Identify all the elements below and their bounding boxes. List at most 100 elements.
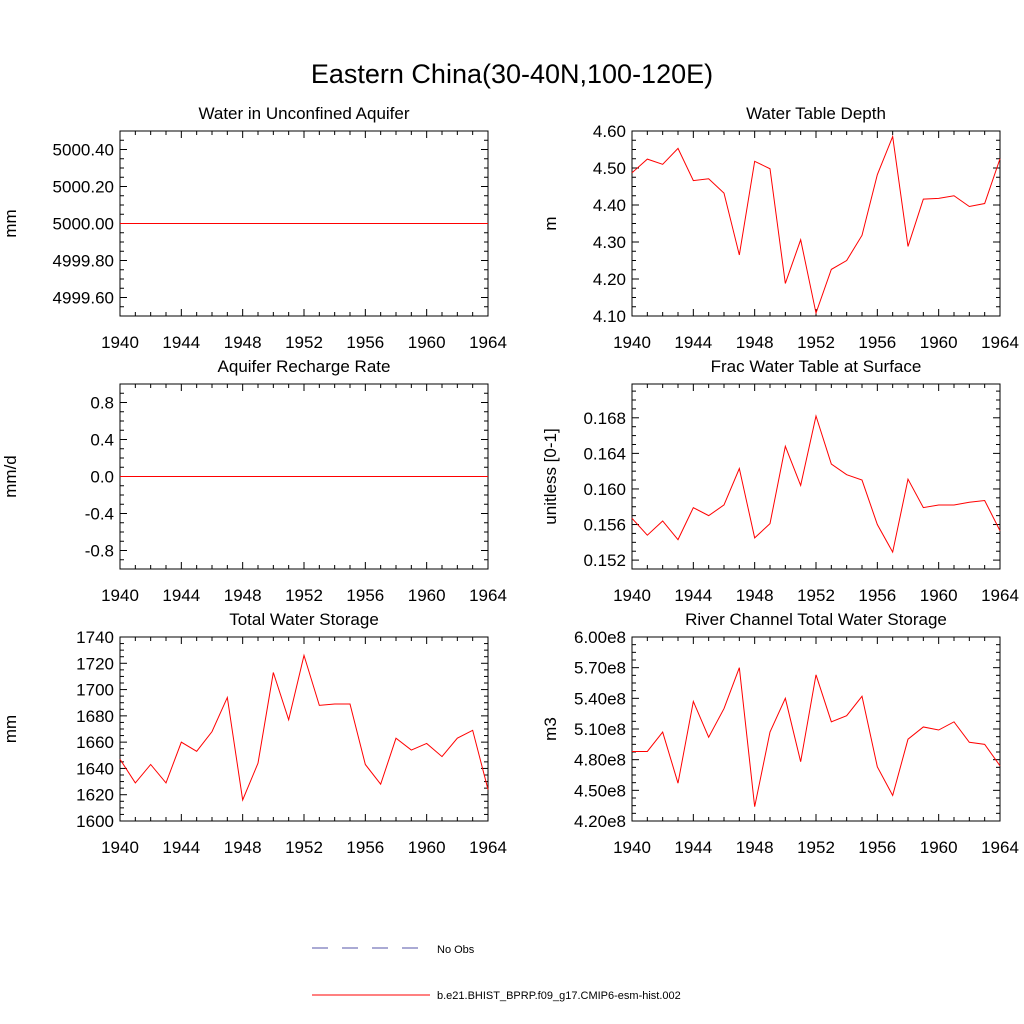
x-tick-label: 1940 xyxy=(101,586,139,605)
y-tick-label: 6.00e8 xyxy=(574,628,626,647)
x-tick-label: 1940 xyxy=(613,333,651,352)
y-tick-label: -0.4 xyxy=(85,505,114,524)
x-tick-label: 1948 xyxy=(736,838,774,857)
series-line xyxy=(632,667,1001,807)
x-tick-label: 1956 xyxy=(346,333,384,352)
plot-frame xyxy=(631,383,1001,570)
y-tick-label: 1700 xyxy=(76,681,114,700)
y-tick-label: 4.10 xyxy=(593,307,626,326)
y-tick-label: 4.40 xyxy=(593,196,626,215)
panels: Water in Unconfined Aquifer mm 1940 1944 194… xyxy=(1,104,1019,857)
panel-title: Water Table Depth xyxy=(746,104,886,123)
x-tick-label: 1940 xyxy=(101,838,139,857)
y-axis-label: mm/d xyxy=(1,455,20,498)
x-tick-label: 1964 xyxy=(469,586,507,605)
y-axis-label: m3 xyxy=(541,717,560,741)
y-axis-label: mm xyxy=(1,715,20,743)
y-tick-label: 5.10e8 xyxy=(574,720,626,739)
x-tick-label: 1948 xyxy=(736,586,774,605)
y-tick-label: 5.40e8 xyxy=(574,689,626,708)
x-tick-label: 1952 xyxy=(285,838,323,857)
y-tick-label: 0.8 xyxy=(90,394,114,413)
panel-water-in-unconfined-aquifer: Water in Unconfined Aquifer mm 1940 1944 194… xyxy=(1,104,507,352)
series-line xyxy=(631,414,1001,554)
y-tick-label: 4.20e8 xyxy=(574,812,626,831)
y-tick-label: 4.30 xyxy=(593,233,626,252)
y-axis-label: unitless [0-1] xyxy=(541,428,560,524)
x-tick-label: 1940 xyxy=(613,586,651,605)
panel-river-channel-total-water-storage: River Channel Total Water Storage m3 1940 1… xyxy=(541,610,1019,857)
plot-frame xyxy=(631,636,1001,822)
y-tick-label: 5000.20 xyxy=(53,178,114,197)
y-tick-label: 0.156 xyxy=(583,516,626,535)
x-tick-label: 1944 xyxy=(162,586,200,605)
panel-aquifer-recharge-rate: Aquifer Recharge Rate mm/d 1940 1944 1948 195… xyxy=(1,357,507,605)
legend-label-no-obs: No Obs xyxy=(437,944,475,956)
x-tick-label: 1960 xyxy=(408,333,446,352)
y-tick-label: 0.168 xyxy=(583,409,626,428)
y-tick-label: 5000.00 xyxy=(53,215,114,234)
x-tick-label: 1952 xyxy=(285,586,323,605)
figure-title: Eastern China(30-40N,100-120E) xyxy=(311,59,713,89)
y-tick-label: 4.50 xyxy=(593,159,626,178)
x-tick-label: 1960 xyxy=(920,586,958,605)
x-tick-label: 1952 xyxy=(285,333,323,352)
x-tick-label: 1956 xyxy=(858,838,896,857)
x-tick-label: 1960 xyxy=(408,586,446,605)
x-tick-label: 1944 xyxy=(674,586,712,605)
y-tick-label: 4999.80 xyxy=(53,252,114,271)
x-tick-label: 1944 xyxy=(674,333,712,352)
plot-frame xyxy=(119,636,489,822)
y-tick-label: 1740 xyxy=(76,628,114,647)
y-tick-label: 1680 xyxy=(76,707,114,726)
y-tick-label: 1720 xyxy=(76,654,114,673)
x-tick-label: 1940 xyxy=(613,838,651,857)
legend-label-model: b.e21.BHIST_BPRP.f09_g17.CMIP6-esm-hist.… xyxy=(437,990,681,1002)
y-tick-label: 5.70e8 xyxy=(574,659,626,678)
x-tick-label: 1964 xyxy=(469,838,507,857)
y-tick-label: 4.60 xyxy=(593,122,626,141)
panel-frac-water-table-at-surface: Frac Water Table at Surface unitless [0-1… xyxy=(541,357,1019,605)
y-tick-label: 0.160 xyxy=(583,480,626,499)
y-tick-label: 4.50e8 xyxy=(574,781,626,800)
y-axis-label: mm xyxy=(1,209,20,237)
x-tick-label: 1960 xyxy=(920,333,958,352)
x-tick-label: 1952 xyxy=(797,333,835,352)
panel-title: Water in Unconfined Aquifer xyxy=(198,104,409,123)
y-tick-label: 1660 xyxy=(76,733,114,752)
y-tick-label: 1600 xyxy=(76,812,114,831)
y-tick-label: 4.20 xyxy=(593,270,626,289)
x-tick-label: 1964 xyxy=(981,333,1019,352)
panel-title: Total Water Storage xyxy=(229,610,379,629)
x-tick-label: 1944 xyxy=(674,838,712,857)
x-tick-label: 1956 xyxy=(346,838,384,857)
x-tick-label: 1952 xyxy=(797,838,835,857)
x-tick-label: 1960 xyxy=(920,838,958,857)
y-tick-label: 1620 xyxy=(76,786,114,805)
y-tick-label: -0.8 xyxy=(85,542,114,561)
x-tick-label: 1964 xyxy=(981,838,1019,857)
series-line xyxy=(119,653,489,802)
y-tick-label: 0.164 xyxy=(583,444,626,463)
y-tick-label: 0.4 xyxy=(90,431,114,450)
y-tick-label: 4999.60 xyxy=(53,289,114,308)
x-tick-label: 1944 xyxy=(162,333,200,352)
y-axis-label: m xyxy=(541,216,560,230)
x-tick-label: 1940 xyxy=(101,333,139,352)
panel-title: Frac Water Table at Surface xyxy=(711,357,922,376)
y-tick-label: 0.152 xyxy=(583,551,626,570)
panel-total-water-storage: Total Water Storage mm 1940 1944 1948 1952 195… xyxy=(1,610,507,857)
x-tick-label: 1948 xyxy=(736,333,774,352)
legend: No Obs b.e21.BHIST_BPRP.f09_g17.CMIP6-es… xyxy=(312,944,681,1002)
x-tick-label: 1948 xyxy=(224,586,262,605)
panel-title: River Channel Total Water Storage xyxy=(685,610,947,629)
x-tick-label: 1956 xyxy=(858,333,896,352)
panel-title: Aquifer Recharge Rate xyxy=(218,357,391,376)
plot-frame xyxy=(631,130,1001,317)
y-tick-label: 1640 xyxy=(76,759,114,778)
y-tick-label: 4.80e8 xyxy=(574,751,626,770)
x-tick-label: 1956 xyxy=(346,586,384,605)
panel-water-table-depth: Water Table Depth m 1940 1944 1948 1952 1956 19… xyxy=(541,104,1019,352)
y-tick-label: 0.0 xyxy=(90,468,114,487)
